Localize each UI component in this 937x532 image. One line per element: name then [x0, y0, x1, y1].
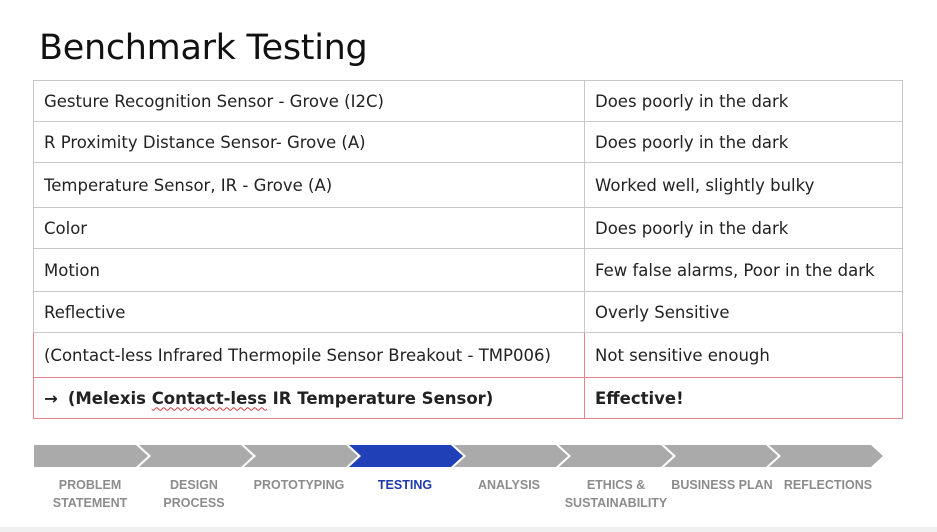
sensor-cell: Motion	[33, 248, 585, 292]
table-row: (Contact-less Infrared Thermopile Sensor…	[33, 332, 903, 378]
slide-title: Benchmark Testing	[39, 28, 368, 68]
progress-chevrons	[34, 445, 883, 467]
result-cell: Effective!	[584, 377, 903, 419]
arrow-right-icon: →	[44, 388, 58, 408]
result-cell: Does poorly in the dark	[584, 80, 903, 122]
sensor-cell: → (Melexis Contact-less IR Temperature Se…	[33, 377, 585, 419]
table-row: Motion Few false alarms, Poor in the dar…	[33, 248, 903, 292]
step-label-business-plan[interactable]: BUSINESS PLAN	[671, 478, 773, 492]
progress-chevron-process	[139, 445, 253, 467]
step-label-analysis[interactable]: ANALYSIS	[477, 478, 541, 492]
result-cell: Does poorly in the dark	[584, 207, 903, 249]
result-cell: Overly Sensitive	[584, 291, 903, 333]
table-row-highlight: → (Melexis Contact-less IR Temperature Se…	[33, 377, 903, 419]
process-progress-bar	[34, 443, 884, 469]
slide-bottom-edge	[0, 527, 937, 532]
step-label-design-process[interactable]: DESIGN PROCESS	[163, 478, 225, 510]
progress-chevron-testing	[349, 445, 463, 467]
step-label-reflections[interactable]: REFLECTIONS	[783, 478, 873, 492]
progress-chevron-analysis	[454, 445, 568, 467]
step-label-problem-statement[interactable]: PROBLEM STATEMENT	[52, 478, 128, 510]
result-cell: Not sensitive enough	[584, 332, 903, 378]
progress-chevron-sustainability	[559, 445, 673, 467]
table-row: R Proximity Distance Sensor- Grove (A) D…	[33, 121, 903, 163]
sensor-cell: R Proximity Distance Sensor- Grove (A)	[33, 121, 585, 163]
result-cell: Does poorly in the dark	[584, 121, 903, 163]
spellcheck-word: Contact-less	[151, 388, 267, 408]
sensor-cell: (Contact-less Infrared Thermopile Sensor…	[33, 332, 585, 378]
table-row: Gesture Recognition Sensor - Grove (I2C)…	[33, 80, 903, 122]
progress-chevron-prototyping	[244, 445, 358, 467]
table-row: Temperature Sensor, IR - Grove (A) Worke…	[33, 162, 903, 208]
sensor-cell: Color	[33, 207, 585, 249]
benchmark-table: Gesture Recognition Sensor - Grove (I2C)…	[33, 80, 903, 419]
progress-chevron-business-plan	[664, 445, 778, 467]
sensor-cell: Gesture Recognition Sensor - Grove (I2C)	[33, 80, 585, 122]
sensor-name-suffix: IR Temperature Sensor)	[266, 388, 494, 408]
sensor-cell: Reflective	[33, 291, 585, 333]
step-label-testing[interactable]: TESTING	[377, 478, 433, 492]
table-row: Color Does poorly in the dark	[33, 207, 903, 249]
result-cell: Worked well, slightly bulky	[584, 162, 903, 208]
sensor-name-prefix: (Melexis	[67, 388, 152, 408]
process-step-labels: PROBLEM STATEMENT DESIGN PROCESS PROTOTYPI…	[34, 476, 884, 516]
step-label-prototyping[interactable]: PROTOTYPING	[253, 478, 345, 492]
sensor-cell: Temperature Sensor, IR - Grove (A)	[33, 162, 585, 208]
progress-chevron-reflections	[769, 445, 883, 467]
table-row: Reflective Overly Sensitive	[33, 291, 903, 333]
progress-chevron-statement	[34, 445, 148, 467]
step-label-ethics-sustainability[interactable]: ETHICS & SUSTAINABILITY	[564, 478, 668, 510]
result-cell: Few false alarms, Poor in the dark	[584, 248, 903, 292]
